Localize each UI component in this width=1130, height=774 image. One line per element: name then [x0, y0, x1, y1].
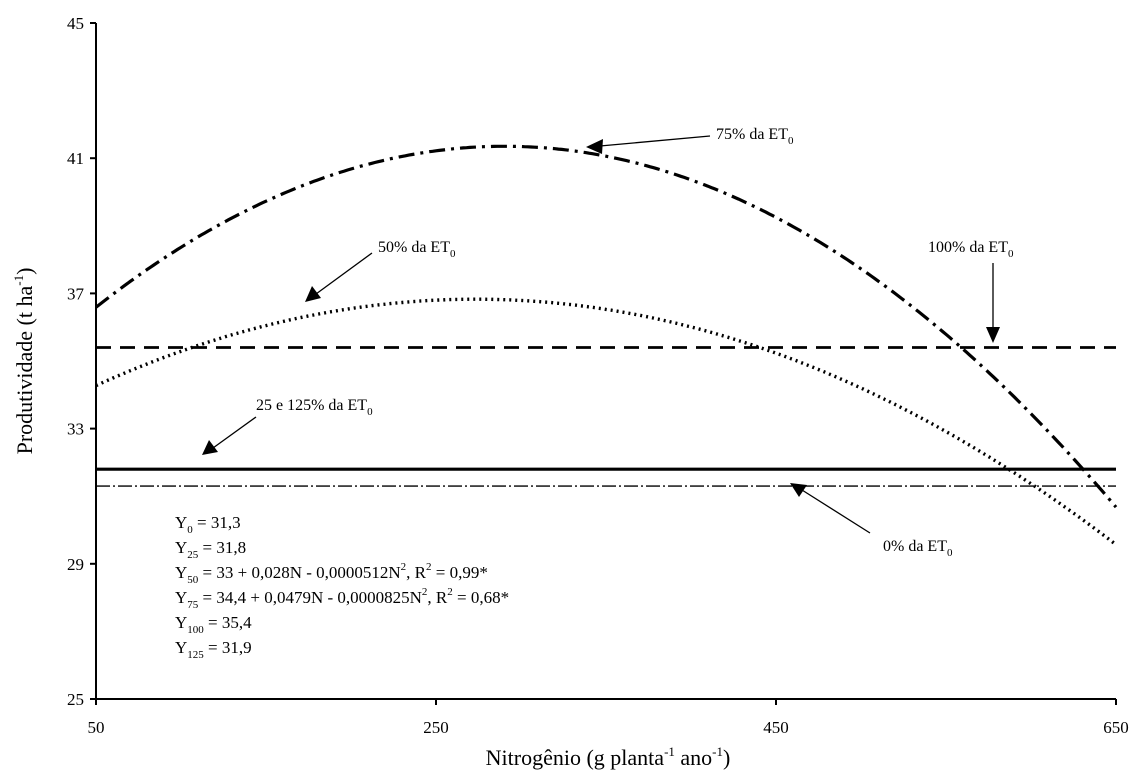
equation-line: Y100 = 35,4 — [175, 613, 252, 636]
y-tick-label: 29 — [67, 555, 84, 574]
annotation-0: 0% da ET0 — [790, 483, 953, 559]
y-tick-label: 37 — [67, 284, 85, 303]
y-tick-label: 45 — [67, 14, 84, 33]
equation-line: Y50 = 33 + 0,028N - 0,0000512N2, R2 = 0,… — [175, 561, 488, 586]
series-lines — [95, 144, 1118, 546]
y-axis-title: Produtividade (t ha-1) — [11, 268, 37, 455]
equation-line: Y75 = 34,4 + 0,0479N - 0,0000825N2, R2 =… — [175, 586, 509, 611]
annotation-50: 50% da ET0 — [305, 239, 456, 302]
annotation-100: 100% da ET0 — [928, 239, 1014, 343]
x-tick-label: 250 — [423, 718, 449, 737]
series-y50 — [95, 297, 1118, 546]
equation-line: Y0 = 31,3 — [175, 513, 241, 536]
axis-ticks: 50 250 450 650 25 29 33 37 41 45 — [67, 14, 1129, 737]
annotation-25-125: 25 e 125% da ET0 — [202, 397, 373, 455]
annotation-25-125-label: 25 e 125% da ET0 — [256, 397, 373, 418]
x-tick-label: 450 — [763, 718, 789, 737]
x-tick-label: 650 — [1103, 718, 1129, 737]
y-tick-label: 25 — [67, 690, 84, 709]
annotation-75: 75% da ET0 — [586, 126, 794, 154]
series-y75 — [95, 144, 1118, 509]
annotation-0-label: 0% da ET0 — [883, 538, 953, 559]
y-tick-label: 41 — [67, 149, 84, 168]
equation-line: Y125 = 31,9 — [175, 638, 252, 661]
equation-line: Y25 = 31,8 — [175, 538, 246, 561]
x-axis-title: Nitrogênio (g planta-1 ano-1) — [486, 744, 731, 770]
x-tick-label: 50 — [88, 718, 105, 737]
y-tick-label: 33 — [67, 420, 84, 439]
annotation-100-label: 100% da ET0 — [928, 239, 1014, 260]
annotation-75-label: 75% da ET0 — [716, 126, 794, 147]
annotation-50-label: 50% da ET0 — [378, 239, 456, 260]
